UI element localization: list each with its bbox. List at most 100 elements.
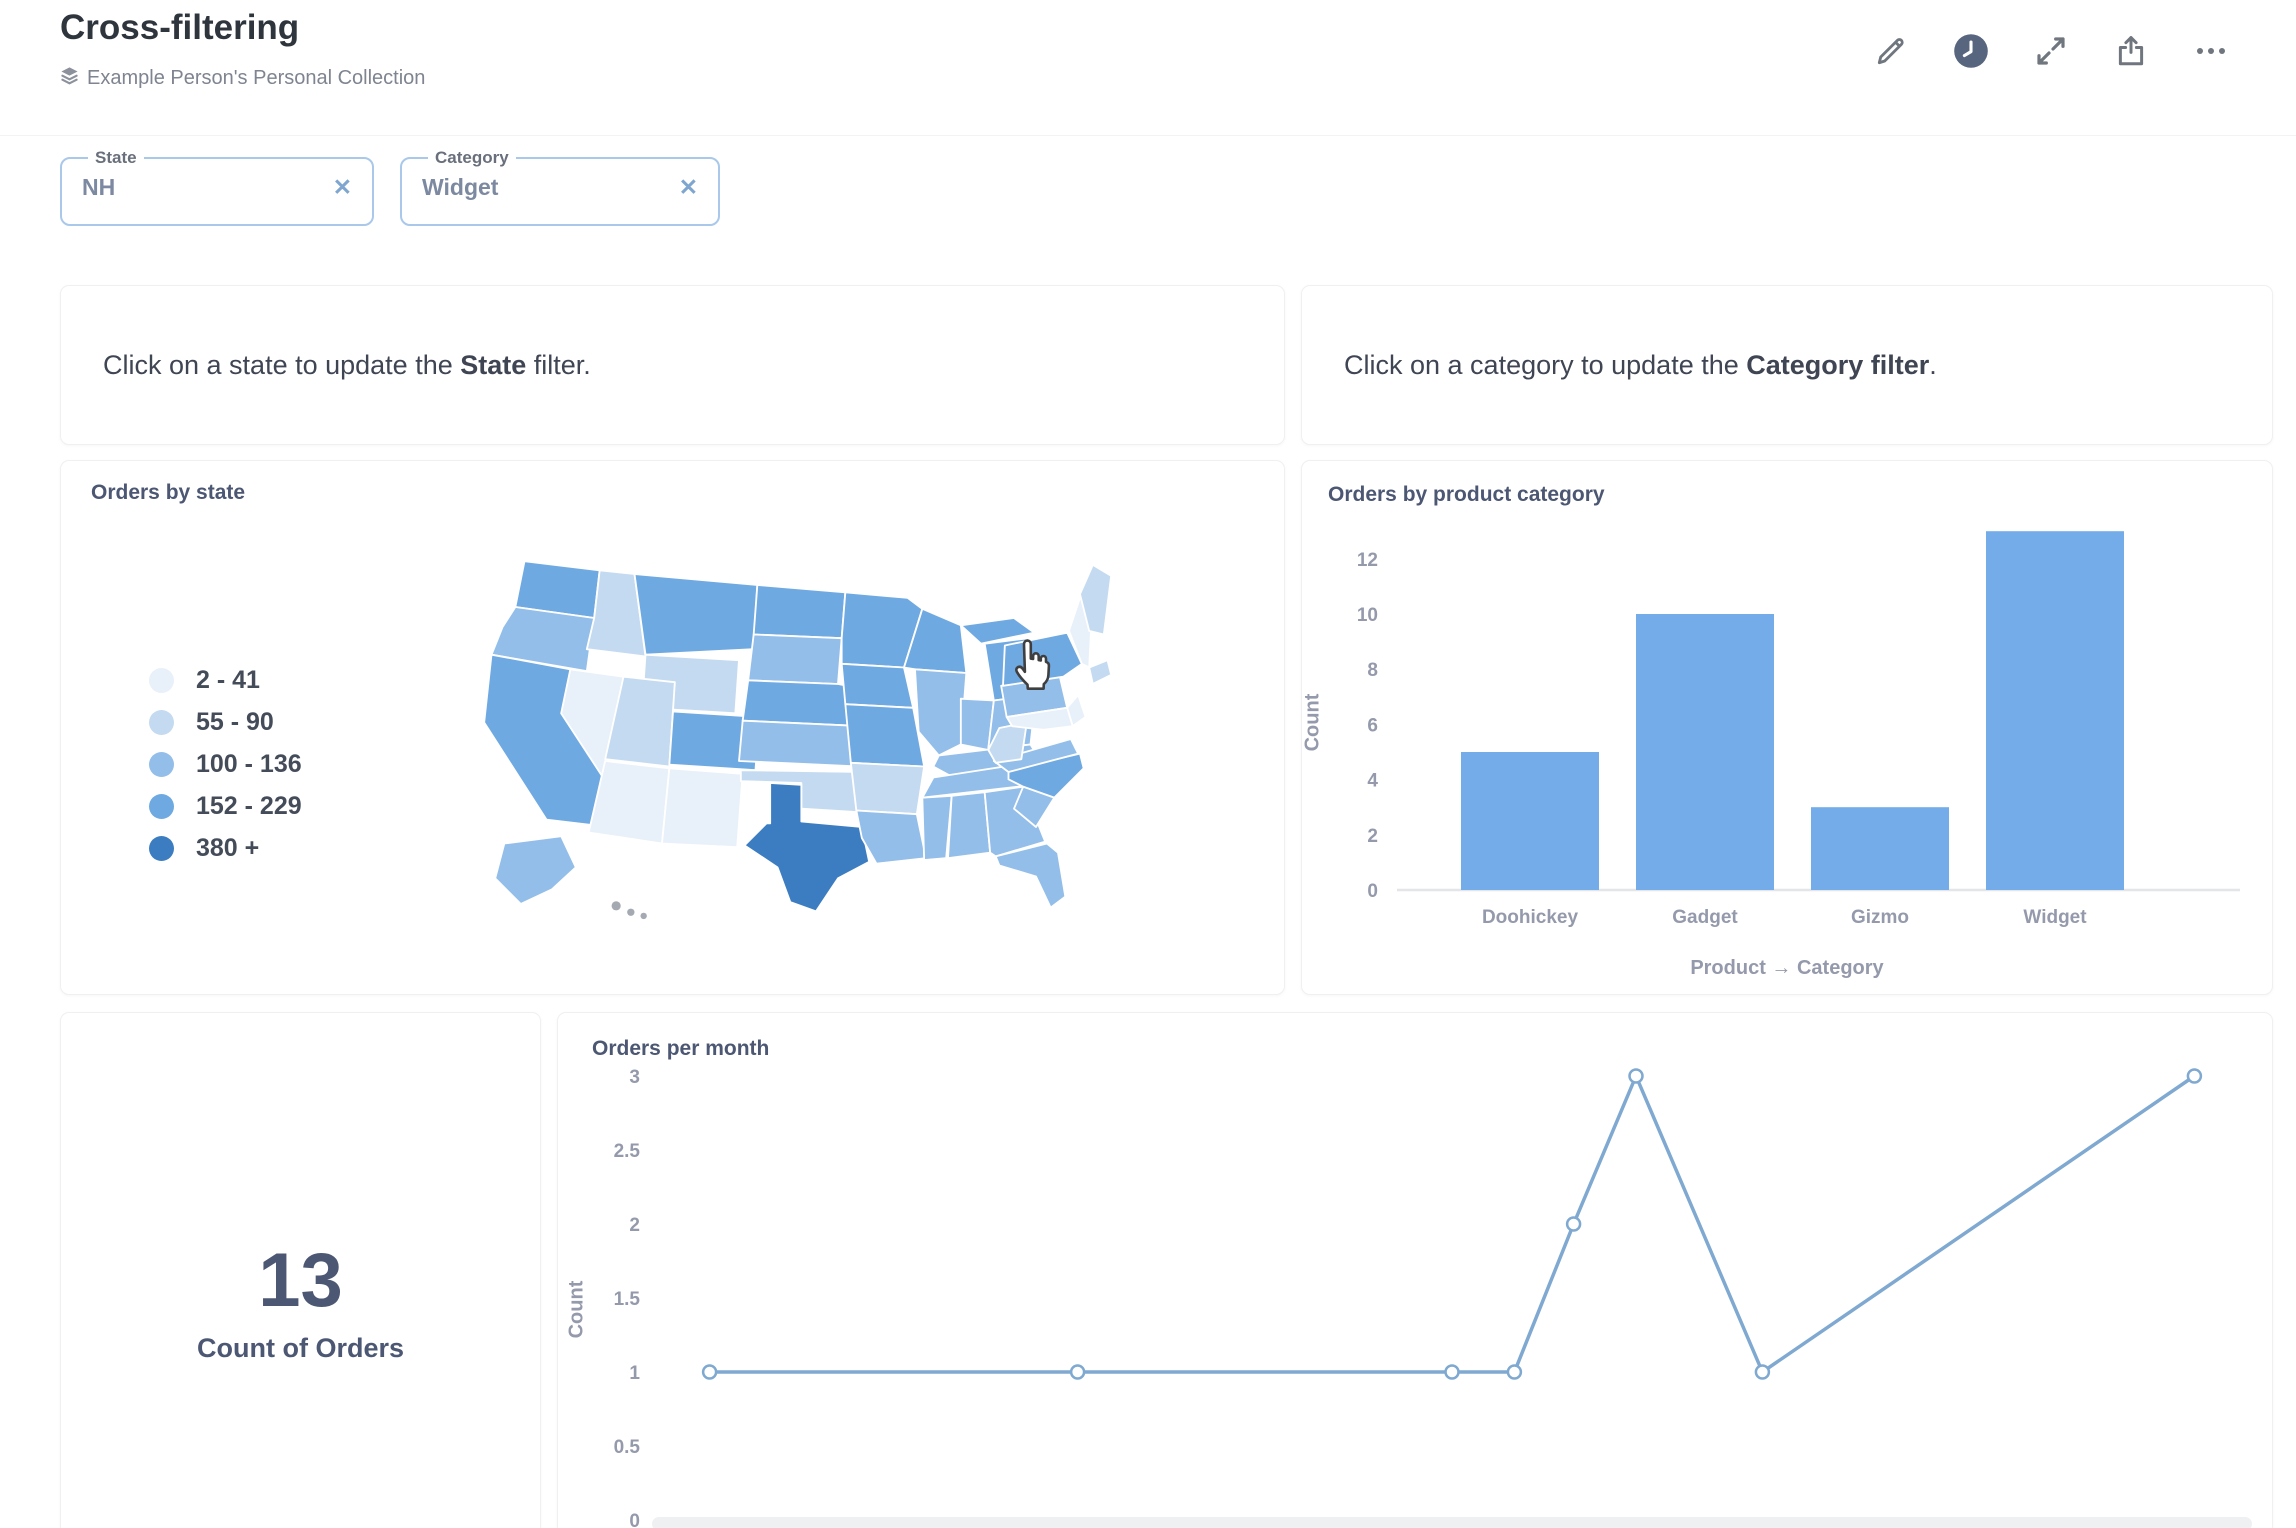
page-title: Cross-filtering [60,8,300,47]
us-choropleth-map[interactable] [453,541,1113,926]
map-state-ms[interactable] [921,794,953,861]
line-y-tick: 0 [629,1511,640,1528]
line-data-point[interactable] [2186,1068,2203,1084]
text-card-state-hint: Click on a state to update the State fil… [60,285,1285,445]
legend-item[interactable]: 2 - 41 [149,666,302,695]
edit-dashboard-button[interactable] [1868,28,1914,74]
filter-state[interactable]: State NH ✕ [60,148,374,226]
bar-gadget[interactable] [1636,614,1774,890]
dashboard-header: Cross-filtering Example Person's Persona… [0,0,2296,136]
orders-per-month-title[interactable]: Orders per month [592,1037,770,1060]
filter-category-label: Category [435,148,509,167]
map-state-nc[interactable] [1007,752,1085,799]
text-card-category-hint: Click on a category to update the Catego… [1301,285,2273,445]
bar-y-tick: 0 [1367,881,1378,902]
line-chart[interactable]: 0 0.5 1 1.5 2 2.5 3 [558,1013,2275,1528]
legend-label: 55 - 90 [196,708,274,736]
hawaii-no-data [611,901,647,920]
hint-text-bold: Category filter [1746,349,1930,380]
filter-state-clear-icon[interactable]: ✕ [332,174,352,200]
bar-gizmo[interactable] [1811,807,1949,890]
filter-state-label: State [95,148,137,167]
filter-category-clear-icon[interactable]: ✕ [678,174,698,200]
map-state-mdde[interactable] [1005,706,1074,731]
map-state-fl[interactable] [994,842,1067,909]
orders-by-category-title[interactable]: Orders by product category [1328,483,1605,506]
legend-swatch [149,752,174,777]
count-of-orders-card: 13 Count of Orders [60,1012,541,1528]
legend-item[interactable]: 55 - 90 [149,708,302,737]
map-state-nm[interactable] [661,767,744,849]
expand-icon [2037,37,2065,65]
map-state-ia[interactable] [840,662,915,709]
line-data-point[interactable] [1069,1364,1086,1380]
map-state-nd[interactable] [752,584,847,640]
scalar-value: 13 [258,1238,343,1323]
map-state-la[interactable] [855,809,927,865]
bar-y-tick: 10 [1357,605,1378,626]
share-button[interactable] [2108,28,2154,74]
map-state-ar[interactable] [849,761,926,816]
legend-swatch [149,710,174,735]
legend-label: 380 + [196,834,260,862]
legend-swatch [149,668,174,693]
line-y-tick: 2.5 [614,1141,641,1162]
line-data-point[interactable] [1565,1216,1582,1232]
hint-text: Click on a category to update the [1344,349,1747,380]
clock-icon [1954,34,1988,68]
map-state-miup[interactable] [959,617,1036,645]
legend-item[interactable]: 380 + [149,834,302,863]
hint-text: Click on a state to update the [103,349,461,380]
legend-label: 100 - 136 [196,750,302,778]
bar-widget[interactable] [1986,531,2124,890]
line-data-point[interactable] [1754,1364,1771,1380]
map-state-va[interactable] [992,738,1080,773]
bar-x-tick: Doohickey [1482,907,1579,928]
line-data-point[interactable] [1506,1364,1523,1380]
history-button[interactable] [1948,28,1994,74]
bar-y-tick: 12 [1357,550,1378,571]
ellipsis-icon [2197,48,2225,54]
map-state-ak[interactable] [494,835,577,905]
orders-by-state-title[interactable]: Orders by state [91,481,246,504]
map-state-ks[interactable] [738,719,865,768]
more-options-button[interactable] [2188,28,2234,74]
fullscreen-button[interactable] [2028,28,2074,74]
map-state-il[interactable] [914,668,968,757]
orders-by-category-card: Orders by product category 0 2 4 6 8 10 12 Dooh… [1301,460,2273,995]
hint-text-suffix: filter. [526,349,591,380]
line-series [709,1074,2196,1374]
bar-x-tick: Gizmo [1851,907,1909,928]
line-y-tick: 1.5 [614,1289,641,1310]
filter-category[interactable]: Category Widget ✕ [400,148,720,226]
line-data-point[interactable] [701,1364,718,1380]
bar-y-tick: 8 [1367,660,1378,681]
legend-item[interactable]: 152 - 229 [149,792,302,821]
map-state-mactri[interactable] [1088,659,1113,685]
legend-label: 152 - 229 [196,792,302,820]
map-state-mo[interactable] [844,703,926,768]
map-state-tx[interactable] [743,782,871,913]
map-state-sd[interactable] [747,633,843,685]
breadcrumb[interactable]: Example Person's Personal Collection [60,66,425,91]
filter-category-value[interactable]: Widget [422,174,499,200]
bar-x-axis-label: Product → Category [1690,957,1884,979]
line-data-point[interactable] [1444,1364,1460,1380]
map-state-mt[interactable] [633,573,759,656]
collection-icon [60,66,79,91]
bar-y-tick: 2 [1367,826,1378,847]
map-state-me[interactable] [1079,563,1113,636]
filter-state-value[interactable]: NH [82,174,116,200]
collection-name[interactable]: Example Person's Personal Collection [87,67,426,89]
legend-item[interactable]: 100 - 136 [149,750,302,779]
bar-x-tick: Widget [2023,907,2087,928]
map-state-al[interactable] [947,791,992,860]
line-y-tick: 1 [629,1363,640,1384]
line-y-tick: 0.5 [614,1437,641,1458]
bar-chart[interactable]: 0 2 4 6 8 10 12 Doohickey Gadget Gizmo Widget [1302,461,2275,996]
bar-doohickey[interactable] [1461,752,1599,890]
line-data-point[interactable] [1628,1068,1644,1084]
map-state-ut[interactable] [604,675,676,768]
map-state-id[interactable] [585,569,647,658]
